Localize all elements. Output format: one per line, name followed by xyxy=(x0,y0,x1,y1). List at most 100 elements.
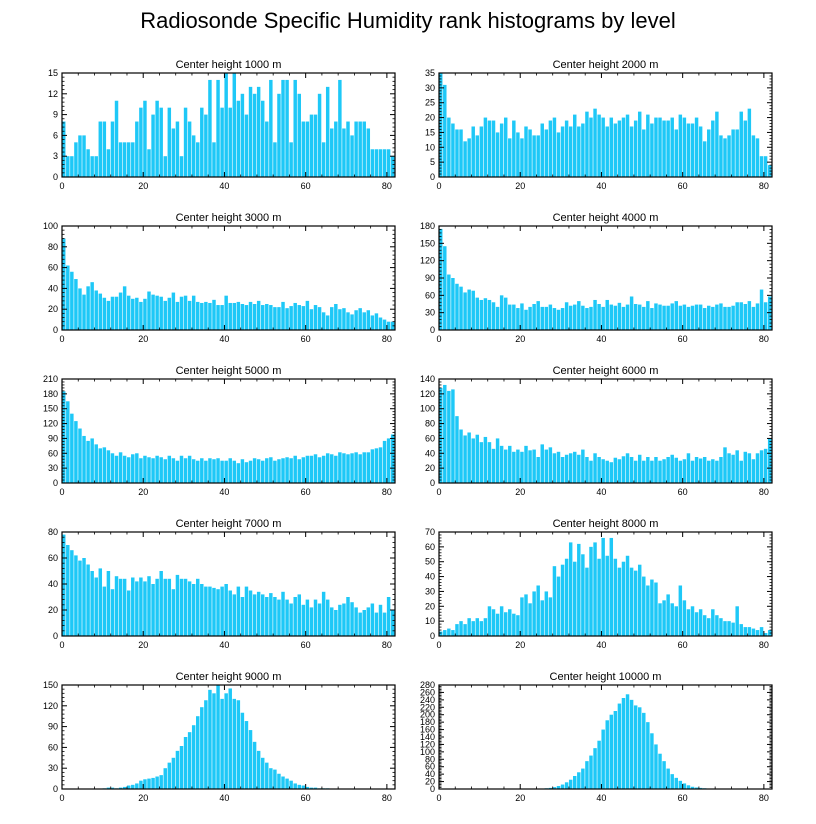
histogram-bar xyxy=(309,114,314,177)
x-tick-label: 60 xyxy=(301,640,311,650)
histogram-bar xyxy=(512,613,516,636)
histogram-bar xyxy=(293,455,297,483)
histogram-bar xyxy=(244,114,249,177)
histogram-bar xyxy=(78,560,82,636)
histogram-bar xyxy=(200,107,204,177)
histogram-bar xyxy=(293,79,297,177)
histogram-bar xyxy=(731,454,735,483)
histogram-bar xyxy=(666,120,670,177)
y-tick-label: 80 xyxy=(425,419,435,429)
histogram-bar xyxy=(78,135,82,177)
histogram-bar xyxy=(382,440,387,483)
histogram-bar xyxy=(589,117,593,177)
histogram-bar xyxy=(491,120,496,177)
histogram-bar xyxy=(374,149,379,177)
histogram-bar xyxy=(62,391,66,483)
histogram-bar xyxy=(240,712,245,789)
x-tick-label: 20 xyxy=(138,640,148,650)
histogram-bar xyxy=(212,299,216,330)
histogram-bar xyxy=(479,299,484,330)
histogram-bar xyxy=(686,609,691,636)
histogram-bar xyxy=(629,567,634,636)
histogram-bar xyxy=(334,304,338,330)
x-tick-label: 60 xyxy=(301,793,311,803)
histogram-bar xyxy=(479,442,484,483)
y-tick-label: 180 xyxy=(420,221,435,231)
y-tick-label: 0 xyxy=(430,325,435,335)
histogram-bar xyxy=(183,107,188,177)
histogram-bar xyxy=(139,577,143,636)
histogram-bar xyxy=(743,120,748,177)
histogram-bar xyxy=(196,142,200,177)
histogram-bar xyxy=(131,784,135,789)
histogram-bar xyxy=(613,711,618,789)
histogram-bar xyxy=(463,292,467,330)
histogram-bar xyxy=(354,310,358,330)
histogram-bar xyxy=(751,306,756,330)
histogram-bar xyxy=(139,780,143,789)
histogram-bar xyxy=(629,296,634,330)
histogram-panel-1: Center height 1000 m 0 20 40 60 80 0 3 6 9 12 15 xyxy=(48,59,396,191)
histogram-bar xyxy=(593,453,597,483)
histogram-bar xyxy=(330,454,334,483)
histogram-bar xyxy=(122,786,127,789)
histogram-bar xyxy=(374,313,379,330)
histogram-bar xyxy=(78,288,82,330)
y-tick-label: 6 xyxy=(53,130,58,140)
histogram-bar xyxy=(313,599,318,636)
histogram-bar xyxy=(374,612,379,636)
histogram-bar xyxy=(633,705,638,789)
histogram-bar xyxy=(366,607,371,636)
histogram-bar xyxy=(260,757,265,789)
histogram-bar xyxy=(707,618,711,636)
histogram-bar xyxy=(654,117,658,177)
histogram-bar xyxy=(609,462,614,483)
histogram-bar xyxy=(491,302,496,330)
histogram-bar xyxy=(577,454,581,483)
x-tick-label: 40 xyxy=(219,487,229,497)
histogram-bar xyxy=(297,459,301,483)
histogram-bar xyxy=(682,304,687,330)
histogram-bar xyxy=(106,149,111,177)
histogram-bar xyxy=(350,135,354,177)
histogram-bar xyxy=(135,453,139,483)
histogram-bar xyxy=(196,716,200,789)
histogram-bar xyxy=(171,589,176,636)
histogram-bar xyxy=(334,121,338,177)
histogram-bar xyxy=(585,567,589,636)
histogram-bar xyxy=(682,600,687,636)
histogram-bar xyxy=(240,597,245,636)
histogram-bar xyxy=(155,578,159,636)
histogram-bar xyxy=(719,457,723,483)
histogram-bar xyxy=(597,457,601,483)
histogram-bar xyxy=(155,455,159,483)
histogram-bar xyxy=(106,450,111,483)
histogram-bar xyxy=(601,729,605,789)
histogram-bar xyxy=(382,612,387,636)
histogram-bar xyxy=(459,286,463,330)
histogram-bar xyxy=(670,603,674,636)
histogram-bar xyxy=(78,428,82,483)
histogram-bar xyxy=(212,693,216,789)
x-tick-label: 80 xyxy=(759,793,769,803)
histogram-bar xyxy=(301,785,306,789)
histogram-bar xyxy=(301,306,306,330)
histogram-bar xyxy=(183,737,188,789)
histogram-bar xyxy=(346,312,350,330)
histogram-bar xyxy=(621,117,626,177)
histogram-bar xyxy=(483,298,488,330)
histogram-bar xyxy=(212,459,216,483)
histogram-bar xyxy=(362,121,366,177)
histogram-bar xyxy=(589,306,593,330)
y-tick-label: 20 xyxy=(425,777,435,787)
histogram-bar xyxy=(167,578,172,636)
histogram-bar xyxy=(62,534,66,636)
histogram-bar xyxy=(208,586,212,636)
y-tick-label: 60 xyxy=(425,542,435,552)
histogram-bar xyxy=(650,460,654,483)
histogram-bar xyxy=(281,458,285,483)
x-tick-label: 0 xyxy=(436,181,441,191)
histogram-bar xyxy=(285,79,289,177)
histogram-bar xyxy=(589,460,593,483)
histogram-bar xyxy=(459,129,463,177)
